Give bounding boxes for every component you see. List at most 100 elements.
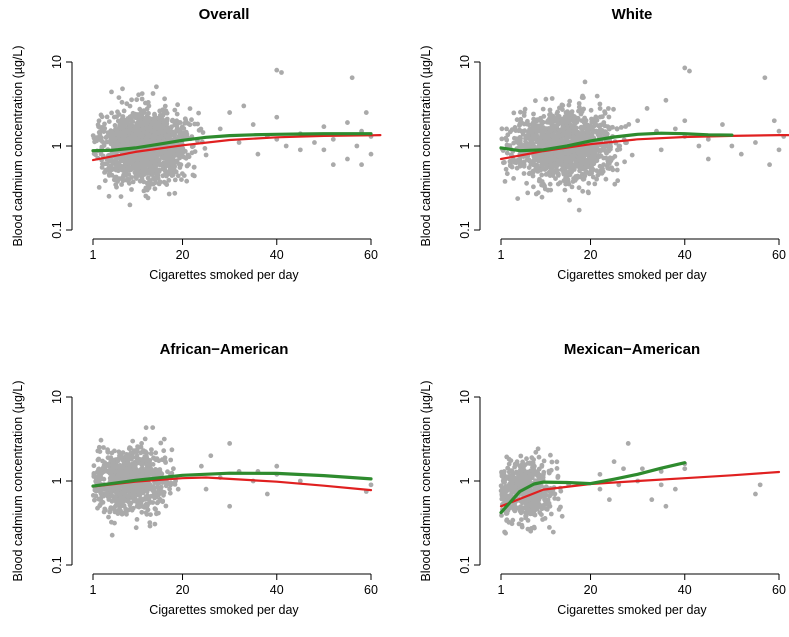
- scatter-point: [521, 171, 527, 176]
- scatter-point: [600, 166, 605, 172]
- scatter-point: [564, 177, 569, 183]
- scatter-point: [180, 149, 186, 155]
- scatter-point: [181, 130, 186, 136]
- scatter-point: [499, 473, 505, 479]
- scatter-point: [111, 114, 117, 120]
- scatter-point: [594, 129, 599, 135]
- scatter-point: [622, 159, 627, 165]
- scatter-point: [605, 165, 611, 171]
- scatter-point: [91, 463, 97, 469]
- green-fit-line: [499, 131, 734, 153]
- scatter-point: [98, 137, 104, 143]
- scatter-point: [539, 464, 545, 469]
- scatter-point: [144, 465, 150, 471]
- scatter-point: [550, 122, 556, 128]
- scatter-point: [191, 164, 197, 170]
- scatter-point: [102, 506, 108, 512]
- scatter-point: [607, 126, 612, 132]
- x-tick-label: 20: [176, 583, 190, 597]
- scatter-point: [145, 175, 151, 181]
- scatter-point: [587, 171, 592, 177]
- scatter-point: [538, 125, 544, 130]
- scatter-point: [111, 137, 117, 143]
- scatter-point: [672, 126, 678, 132]
- scatter-point: [104, 462, 110, 467]
- scatter-point: [330, 136, 336, 142]
- scatter-point: [134, 483, 139, 489]
- scatter-point: [116, 507, 122, 513]
- scatter-point: [614, 167, 620, 173]
- scatter-point: [169, 470, 175, 476]
- scatter-point: [511, 157, 517, 163]
- scatter-point: [524, 180, 529, 186]
- scatter-point: [612, 181, 618, 187]
- scatter-point: [112, 520, 117, 526]
- scatter-point: [552, 491, 558, 497]
- scatter-point: [539, 194, 545, 200]
- scatter-point: [143, 100, 148, 106]
- scatter-point: [130, 488, 136, 494]
- scatter-point: [530, 168, 536, 174]
- scatter-point: [585, 129, 591, 134]
- scatter-point: [548, 142, 554, 148]
- scatter-point: [128, 135, 133, 141]
- scatter-point: [606, 497, 612, 503]
- scatter-point: [150, 425, 156, 430]
- scatter-point: [129, 187, 134, 192]
- scatter-point: [173, 136, 178, 141]
- scatter-point: [345, 156, 350, 162]
- scatter-point: [125, 457, 130, 462]
- scatter-point: [590, 166, 596, 172]
- scatter-point: [672, 486, 678, 492]
- x-tick-label: 60: [772, 583, 786, 597]
- scatter-point: [525, 157, 530, 162]
- scatter-point: [539, 512, 544, 517]
- scatter-point: [181, 126, 187, 131]
- scatter-outliers: [635, 65, 787, 168]
- scatter-point: [611, 106, 616, 112]
- scatter-point: [502, 179, 508, 184]
- scatter-outliers: [217, 67, 374, 168]
- scatter-point: [106, 119, 112, 124]
- scatter-point: [148, 462, 154, 467]
- scatter-point: [616, 143, 622, 149]
- scatter-point: [538, 154, 544, 160]
- scatter-point: [524, 456, 529, 462]
- scatter-point: [144, 124, 150, 130]
- y-tick-label: 10: [458, 55, 472, 69]
- scatter-point: [105, 468, 111, 474]
- scatter-point: [146, 160, 152, 165]
- scatter-point: [160, 480, 166, 485]
- scatter-point: [217, 126, 223, 132]
- scatter-point: [618, 125, 624, 130]
- scatter-point: [368, 482, 374, 488]
- scatter-point: [547, 126, 553, 131]
- scatter-point: [499, 484, 505, 490]
- scatter-point: [544, 161, 549, 167]
- scatter-point: [563, 150, 569, 156]
- scatter-point: [580, 93, 585, 99]
- scatter-point: [504, 517, 510, 523]
- scatter-point: [514, 165, 520, 171]
- scatter-point: [753, 491, 758, 497]
- scatter-point: [663, 503, 669, 509]
- scatter-point: [705, 136, 711, 142]
- scatter-point: [541, 114, 547, 119]
- scatter-point: [499, 491, 505, 497]
- scatter-point: [113, 158, 119, 164]
- y-tick-label: 1: [458, 477, 472, 484]
- scatter-point: [195, 121, 201, 127]
- scatter-point: [157, 179, 163, 185]
- scatter-point: [187, 106, 193, 111]
- scatter-point: [511, 477, 517, 482]
- scatter-point: [517, 127, 522, 133]
- scatter-point: [614, 161, 620, 167]
- scatter-point: [99, 165, 105, 170]
- scatter-point: [511, 176, 516, 181]
- scatter-point: [507, 163, 513, 169]
- scatter-point: [515, 157, 521, 163]
- scatter-point: [250, 122, 256, 127]
- scatter-point: [113, 174, 119, 180]
- scatter-point: [599, 170, 605, 176]
